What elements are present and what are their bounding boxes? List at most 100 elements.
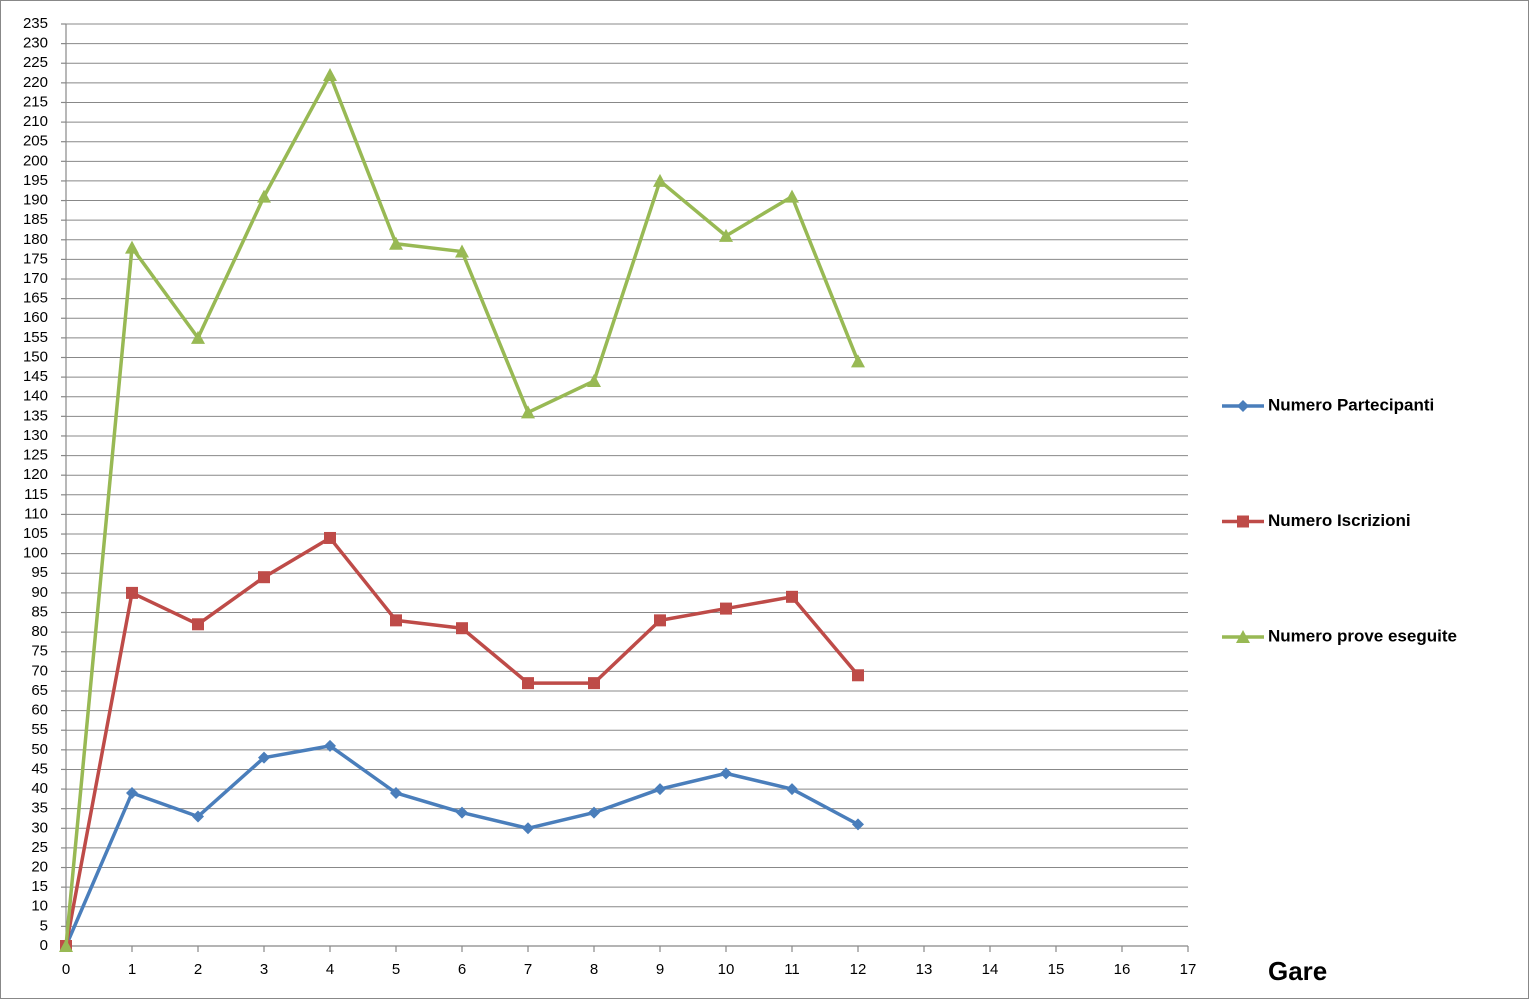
y-tick-label: 225 bbox=[23, 54, 48, 71]
marker bbox=[258, 751, 270, 764]
y-tick-label: 75 bbox=[31, 643, 48, 660]
y-tick-label: 160 bbox=[23, 309, 48, 326]
y-tick-label: 200 bbox=[23, 152, 48, 169]
marker bbox=[323, 68, 337, 82]
x-tick-label: 14 bbox=[982, 961, 999, 978]
marker bbox=[324, 531, 336, 544]
x-tick-label: 17 bbox=[1180, 961, 1197, 978]
marker bbox=[191, 330, 205, 344]
y-tick-label: 155 bbox=[23, 329, 48, 346]
marker bbox=[257, 189, 271, 203]
marker bbox=[126, 586, 138, 599]
marker bbox=[390, 614, 402, 627]
y-tick-label: 15 bbox=[31, 878, 48, 895]
y-tick-label: 90 bbox=[31, 584, 48, 601]
x-tick-label: 0 bbox=[62, 961, 70, 978]
y-tick-label: 60 bbox=[31, 702, 48, 719]
y-tick-label: 80 bbox=[31, 623, 48, 640]
y-tick-label: 65 bbox=[31, 682, 48, 699]
legend-label: Numero prove eseguite bbox=[1268, 626, 1457, 645]
y-tick-label: 5 bbox=[40, 917, 48, 934]
y-tick-label: 150 bbox=[23, 348, 48, 365]
marker bbox=[588, 677, 600, 690]
marker bbox=[258, 571, 270, 584]
marker bbox=[653, 173, 667, 187]
y-tick-label: 70 bbox=[31, 662, 48, 679]
y-tick-label: 25 bbox=[31, 839, 48, 856]
y-tick-label: 110 bbox=[24, 505, 48, 522]
marker bbox=[786, 783, 798, 796]
y-tick-label: 135 bbox=[23, 407, 48, 424]
y-tick-label: 145 bbox=[23, 368, 48, 385]
marker bbox=[455, 244, 469, 258]
x-tick-label: 8 bbox=[590, 961, 598, 978]
marker bbox=[456, 806, 468, 819]
x-tick-label: 16 bbox=[1114, 961, 1131, 978]
x-tick-label: 1 bbox=[128, 961, 136, 978]
x-tick-label: 10 bbox=[718, 961, 735, 978]
y-tick-label: 55 bbox=[31, 721, 48, 738]
y-tick-label: 205 bbox=[23, 133, 48, 150]
marker bbox=[786, 590, 798, 603]
marker bbox=[125, 240, 139, 254]
marker bbox=[522, 822, 534, 835]
y-tick-label: 235 bbox=[23, 15, 48, 32]
marker bbox=[654, 614, 666, 627]
marker bbox=[852, 818, 864, 831]
marker bbox=[324, 739, 336, 752]
y-tick-label: 20 bbox=[31, 859, 48, 876]
y-tick-label: 120 bbox=[23, 466, 48, 483]
x-tick-label: 5 bbox=[392, 961, 400, 978]
y-tick-label: 30 bbox=[31, 819, 48, 836]
marker bbox=[390, 786, 402, 799]
marker bbox=[522, 677, 534, 690]
x-tick-label: 3 bbox=[260, 961, 268, 978]
x-tick-label: 13 bbox=[916, 961, 933, 978]
y-tick-label: 140 bbox=[23, 388, 48, 405]
marker bbox=[389, 236, 403, 250]
y-tick-label: 100 bbox=[23, 545, 48, 562]
y-tick-label: 45 bbox=[31, 760, 48, 777]
x-axis-label: Gare bbox=[1268, 956, 1327, 986]
legend-marker bbox=[1237, 515, 1249, 528]
y-tick-label: 230 bbox=[23, 35, 48, 52]
y-tick-label: 215 bbox=[23, 93, 48, 110]
legend-label: Numero Partecipanti bbox=[1268, 395, 1434, 414]
marker bbox=[126, 786, 138, 799]
y-tick-label: 95 bbox=[31, 564, 48, 581]
marker bbox=[654, 783, 666, 796]
marker bbox=[719, 228, 733, 242]
y-tick-label: 210 bbox=[23, 113, 48, 130]
y-tick-label: 10 bbox=[31, 898, 48, 915]
y-tick-label: 125 bbox=[23, 447, 48, 464]
marker bbox=[192, 810, 204, 823]
x-tick-label: 15 bbox=[1048, 961, 1065, 978]
marker bbox=[59, 939, 73, 952]
marker bbox=[521, 405, 535, 419]
marker bbox=[851, 354, 865, 368]
x-tick-label: 2 bbox=[194, 961, 202, 978]
x-tick-label: 4 bbox=[326, 961, 334, 978]
y-tick-label: 170 bbox=[23, 270, 48, 287]
legend-marker bbox=[1236, 630, 1250, 643]
y-tick-label: 35 bbox=[31, 800, 48, 817]
marker bbox=[588, 806, 600, 819]
legend-label: Numero Iscrizioni bbox=[1268, 511, 1411, 530]
marker bbox=[720, 767, 732, 780]
legend-marker bbox=[1237, 400, 1249, 412]
y-tick-label: 195 bbox=[23, 172, 48, 189]
y-tick-label: 105 bbox=[23, 525, 48, 542]
x-tick-label: 11 bbox=[784, 961, 800, 978]
marker bbox=[456, 622, 468, 635]
x-tick-label: 9 bbox=[656, 961, 664, 978]
marker bbox=[720, 602, 732, 615]
marker bbox=[587, 374, 601, 388]
y-tick-label: 180 bbox=[23, 231, 48, 248]
x-tick-label: 7 bbox=[524, 961, 532, 978]
y-tick-label: 175 bbox=[23, 250, 48, 267]
y-tick-label: 115 bbox=[24, 486, 48, 503]
y-tick-label: 220 bbox=[23, 74, 48, 91]
y-tick-label: 50 bbox=[31, 741, 48, 758]
